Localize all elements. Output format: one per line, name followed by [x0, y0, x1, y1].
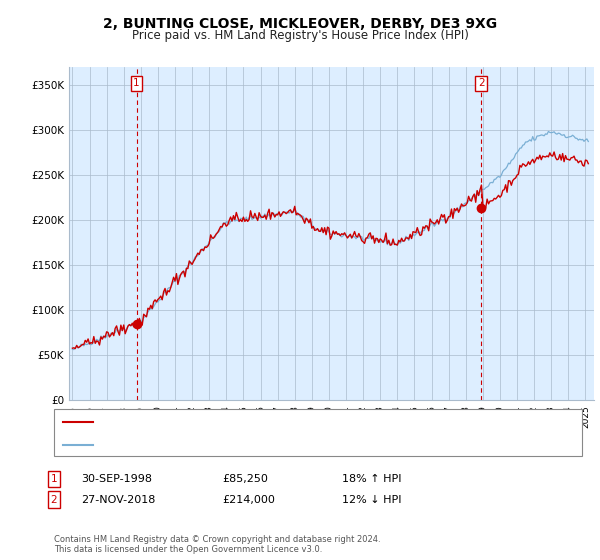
Text: £214,000: £214,000	[222, 494, 275, 505]
Text: £85,250: £85,250	[222, 474, 268, 484]
Text: HPI: Average price, detached house, City of Derby: HPI: Average price, detached house, City…	[99, 440, 344, 450]
Text: 2: 2	[478, 78, 484, 88]
Text: Contains HM Land Registry data © Crown copyright and database right 2024.
This d: Contains HM Land Registry data © Crown c…	[54, 535, 380, 554]
Text: 1: 1	[133, 78, 140, 88]
Text: 27-NOV-2018: 27-NOV-2018	[81, 494, 155, 505]
Text: 30-SEP-1998: 30-SEP-1998	[81, 474, 152, 484]
Text: Price paid vs. HM Land Registry's House Price Index (HPI): Price paid vs. HM Land Registry's House …	[131, 29, 469, 42]
Text: 12% ↓ HPI: 12% ↓ HPI	[342, 494, 401, 505]
Text: 18% ↑ HPI: 18% ↑ HPI	[342, 474, 401, 484]
Text: 1: 1	[50, 474, 58, 484]
Text: 2: 2	[50, 494, 58, 505]
Text: 2, BUNTING CLOSE, MICKLEOVER, DERBY, DE3 9XG: 2, BUNTING CLOSE, MICKLEOVER, DERBY, DE3…	[103, 17, 497, 31]
Text: 2, BUNTING CLOSE, MICKLEOVER, DERBY, DE3 9XG (detached house): 2, BUNTING CLOSE, MICKLEOVER, DERBY, DE3…	[99, 417, 439, 427]
